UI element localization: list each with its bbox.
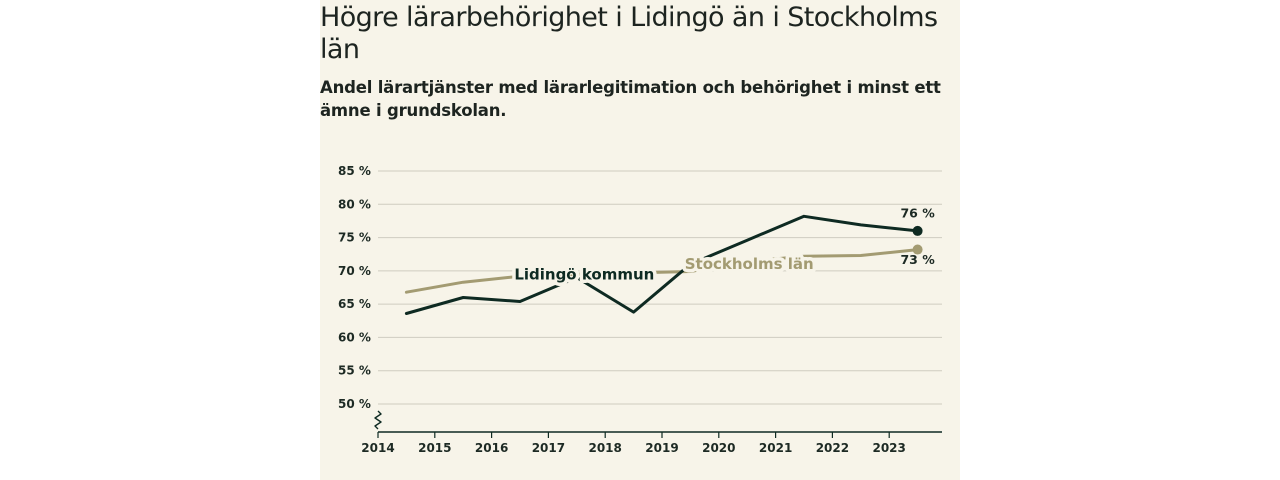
- chart-subtitle: Andel lärartjänster med lärarlegitimatio…: [320, 78, 941, 120]
- y-tick-label: 70 %: [338, 264, 371, 278]
- chart-title: Högre lärarbehörighet i Lidingö än i Sto…: [320, 2, 938, 65]
- x-tick-label: 2016: [475, 441, 508, 455]
- y-tick-label: 85 %: [338, 164, 371, 178]
- y-tick-label: 50 %: [338, 397, 371, 411]
- series-line-stockholm: [404, 248, 920, 294]
- series-line-lidingo: [404, 214, 920, 315]
- x-tick-label: 2023: [872, 441, 905, 455]
- x-tick-label: 2020: [702, 441, 735, 455]
- series-label-stockholm: Stockholms län: [685, 255, 814, 273]
- end-label-lidingo: 76 %: [900, 206, 935, 221]
- x-tick-label: 2017: [532, 441, 565, 455]
- end-label-stockholm: 73 %: [900, 252, 935, 267]
- x-tick-label: 2022: [816, 441, 849, 455]
- x-tick-label: 2015: [418, 441, 451, 455]
- x-tick-label: 2014: [361, 441, 394, 455]
- axis-break-icon: [374, 410, 382, 430]
- y-tick-label: 55 %: [338, 364, 371, 378]
- y-tick-label: 75 %: [338, 231, 371, 245]
- x-tick-label: 2019: [645, 441, 678, 455]
- x-tick-label: 2021: [759, 441, 792, 455]
- end-point-lidingo: [912, 225, 923, 236]
- chart-panel: Högre lärarbehörighet i Lidingö än i Sto…: [320, 0, 960, 480]
- line-chart: 50 % 55 % 60 % 65 % 70 % 75 % 80 % 85 % 2014 2015…: [338, 164, 942, 455]
- x-tick-label: 2018: [588, 441, 621, 455]
- y-tick-label: 65 %: [338, 297, 371, 311]
- series-label-lidingo: Lidingö kommun: [514, 266, 654, 284]
- y-tick-label: 80 %: [338, 197, 371, 211]
- y-tick-label: 60 %: [338, 330, 371, 344]
- end-point-stockholm: [912, 244, 923, 255]
